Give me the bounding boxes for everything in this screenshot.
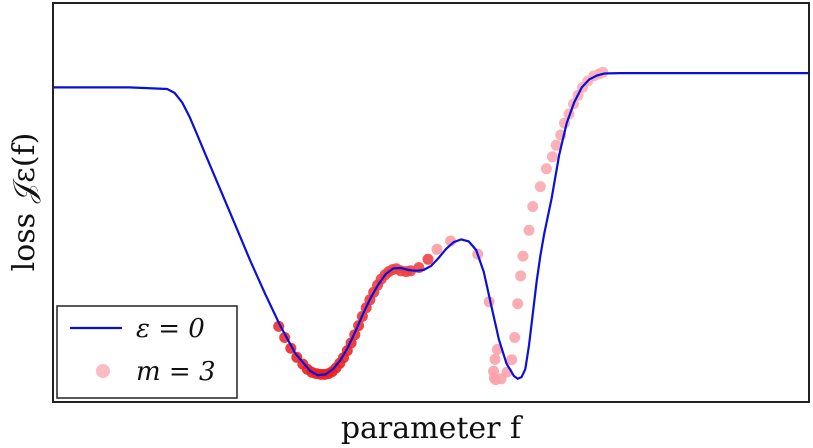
scatter-point — [489, 353, 501, 365]
scatter-point — [517, 250, 529, 262]
scatter-point — [515, 270, 527, 282]
legend-label-epsilon: ε = 0 — [136, 314, 205, 344]
scatter-point — [597, 66, 609, 78]
x-axis-label: parameter f — [341, 411, 523, 446]
y-axis-label: loss 𝒥ε(f) — [7, 133, 42, 272]
legend-label-m: m = 3 — [136, 357, 216, 387]
legend-box — [56, 305, 238, 399]
scatter-point — [422, 253, 434, 265]
legend: ε = 0 m = 3 — [56, 305, 238, 399]
scatter-point — [527, 201, 539, 212]
scatter-point — [512, 298, 524, 310]
scatter-point — [550, 139, 562, 151]
scatter-point — [506, 354, 518, 366]
scatter-point — [431, 243, 443, 255]
scatter-point — [534, 181, 546, 193]
scatter-point — [523, 224, 535, 236]
scatter-point — [546, 151, 558, 163]
legend-point-swatch — [96, 364, 110, 378]
scatter-point — [540, 163, 552, 175]
series-line-epsilon-0 — [54, 72, 808, 381]
scatter-point — [509, 332, 521, 343]
